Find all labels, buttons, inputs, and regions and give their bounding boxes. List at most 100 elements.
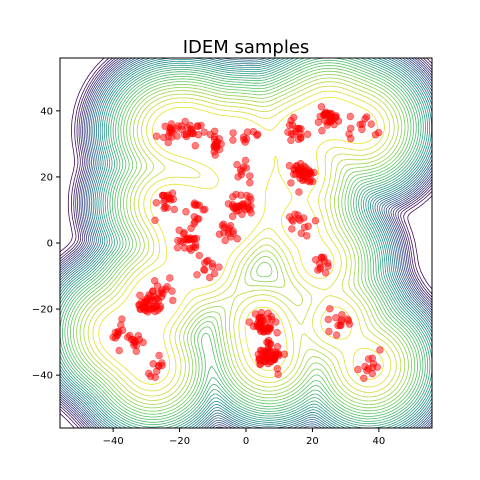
sample-point bbox=[318, 254, 325, 261]
sample-point bbox=[225, 200, 232, 207]
sample-point bbox=[221, 224, 228, 231]
sample-point bbox=[324, 260, 331, 267]
sample-point bbox=[201, 129, 208, 136]
sample-point bbox=[203, 258, 210, 265]
sample-point bbox=[359, 126, 366, 133]
sample-point bbox=[151, 277, 158, 284]
sample-point bbox=[116, 347, 123, 354]
sample-point bbox=[355, 366, 362, 373]
sample-point bbox=[333, 314, 340, 321]
sample-point bbox=[230, 137, 237, 144]
sample-point bbox=[151, 303, 158, 310]
sample-point bbox=[216, 264, 223, 271]
sample-point bbox=[286, 122, 293, 129]
sample-point bbox=[365, 365, 372, 372]
sample-point bbox=[281, 351, 288, 358]
sample-point bbox=[200, 266, 207, 273]
sample-point bbox=[347, 113, 354, 120]
sample-point bbox=[212, 152, 219, 159]
y-tick-label: −40 bbox=[32, 371, 53, 382]
sample-point bbox=[230, 228, 237, 235]
sample-point bbox=[169, 288, 176, 295]
sample-point bbox=[365, 356, 372, 363]
sample-point bbox=[152, 296, 159, 303]
x-axis: −40 −20 0 20 40 bbox=[103, 428, 386, 447]
sample-point bbox=[137, 292, 144, 299]
sample-point bbox=[230, 130, 237, 137]
sample-point bbox=[297, 217, 304, 224]
sample-point bbox=[176, 227, 183, 234]
sample-point bbox=[246, 194, 253, 201]
sample-point bbox=[246, 173, 253, 180]
sample-point bbox=[238, 202, 245, 209]
sample-point bbox=[187, 130, 194, 137]
sample-point bbox=[164, 204, 171, 211]
sample-point bbox=[377, 347, 384, 354]
sample-point bbox=[315, 119, 322, 126]
sample-point bbox=[368, 121, 375, 128]
sample-point bbox=[332, 114, 339, 121]
sample-point bbox=[265, 310, 272, 317]
sample-point bbox=[165, 139, 172, 146]
x-tick-label: −40 bbox=[103, 436, 124, 447]
sample-point bbox=[325, 316, 332, 323]
sample-point bbox=[296, 189, 303, 196]
sample-point bbox=[214, 139, 221, 146]
sample-point bbox=[317, 266, 324, 273]
sample-point bbox=[141, 306, 148, 313]
sample-point bbox=[209, 263, 216, 270]
sample-point bbox=[178, 238, 185, 245]
y-tick-label: 40 bbox=[40, 106, 53, 117]
sample-point bbox=[272, 319, 279, 326]
sample-point bbox=[372, 131, 379, 138]
sample-point bbox=[229, 213, 236, 220]
sample-point bbox=[326, 305, 333, 312]
sample-point bbox=[305, 223, 312, 230]
sample-point bbox=[246, 179, 253, 186]
sample-point bbox=[168, 121, 175, 128]
sample-point bbox=[166, 275, 173, 282]
sample-point bbox=[337, 322, 344, 329]
y-axis: −40 −20 0 20 40 bbox=[32, 106, 60, 381]
sample-point bbox=[304, 131, 311, 138]
x-tick-label: 40 bbox=[372, 436, 385, 447]
sample-point bbox=[169, 297, 176, 304]
sample-point bbox=[153, 133, 160, 140]
sample-point bbox=[272, 352, 279, 359]
sample-point bbox=[333, 332, 340, 339]
sample-point bbox=[289, 217, 296, 224]
sample-point bbox=[233, 191, 240, 198]
sample-point bbox=[242, 157, 249, 164]
sample-point bbox=[288, 226, 295, 233]
sample-point bbox=[152, 217, 159, 224]
sample-point bbox=[244, 129, 251, 136]
sample-point bbox=[141, 299, 148, 306]
sample-point bbox=[347, 135, 354, 142]
chart-title: IDEM samples bbox=[183, 37, 310, 58]
sample-point bbox=[290, 131, 297, 138]
sample-point bbox=[194, 271, 201, 278]
sample-point bbox=[162, 286, 169, 293]
sample-point bbox=[321, 112, 328, 119]
sample-point bbox=[239, 168, 246, 175]
sample-point bbox=[360, 375, 367, 382]
sample-point bbox=[297, 134, 304, 141]
sample-point bbox=[162, 123, 169, 130]
y-tick-label: 20 bbox=[40, 172, 53, 183]
x-tick-label: −20 bbox=[169, 436, 190, 447]
sample-point bbox=[158, 360, 165, 367]
sample-point bbox=[131, 337, 138, 344]
sample-point bbox=[192, 142, 199, 149]
sample-point bbox=[211, 270, 218, 277]
sample-point bbox=[171, 206, 178, 213]
sample-point bbox=[174, 133, 181, 140]
sample-point bbox=[295, 125, 302, 132]
sample-point bbox=[252, 311, 259, 318]
sample-point bbox=[187, 122, 194, 129]
sample-point bbox=[275, 371, 282, 378]
sample-point bbox=[257, 361, 264, 368]
sample-point bbox=[165, 133, 172, 140]
sample-point bbox=[346, 321, 353, 328]
sample-point bbox=[326, 328, 333, 335]
